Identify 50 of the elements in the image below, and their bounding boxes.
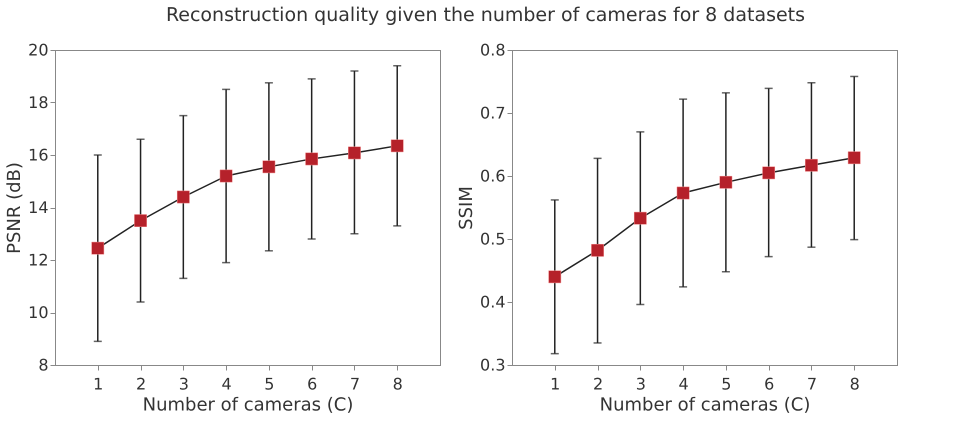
point: [305, 152, 318, 166]
y-tick-label: 0.6: [480, 166, 506, 186]
y-axis-title: PSNR (dB): [4, 162, 26, 254]
point: [676, 186, 690, 200]
point: [262, 160, 276, 174]
x-tick-label: 2: [592, 374, 604, 394]
y-tick-label: 8: [38, 356, 48, 374]
y-tick-label: 20: [28, 40, 48, 60]
point: [134, 214, 147, 227]
y-tick-label: 0.7: [480, 104, 506, 122]
x-axis-title: Number of cameras (C): [142, 394, 354, 416]
x-tick-label: 7: [806, 374, 818, 394]
y-tick-label: 16: [28, 146, 48, 164]
y-axis-title: SSIM: [456, 186, 478, 230]
x-axis-title: Number of cameras (C): [600, 394, 810, 416]
point: [720, 176, 732, 189]
y-tick-label: 0.5: [480, 230, 506, 248]
x-tick-label: 5: [721, 374, 732, 394]
point: [634, 212, 647, 225]
x-tick-label: 3: [636, 374, 646, 394]
y-tick-label: 14: [28, 198, 48, 217]
x-tick-label: 4: [222, 374, 232, 394]
x-tick-label: 7: [350, 374, 360, 394]
point: [220, 170, 232, 182]
y-tick-label: 10: [28, 303, 48, 322]
x-tick-label: 5: [264, 374, 274, 394]
point: [548, 270, 562, 284]
x-tick-label: 1: [93, 374, 104, 394]
y-tick-label: 0.3: [480, 356, 506, 374]
x-tick-label: 4: [678, 374, 689, 394]
y-tick-label: 12: [28, 250, 48, 270]
point: [591, 244, 604, 257]
point: [91, 242, 104, 255]
y-tick-label: 0.4: [480, 292, 506, 312]
x-tick-label: 2: [136, 374, 146, 394]
point: [848, 151, 861, 164]
point: [762, 166, 776, 180]
point: [176, 190, 190, 204]
y-tick-label: 0.8: [480, 40, 506, 60]
point: [348, 146, 361, 160]
text: Reconstruction quality given the number of cameras for 8 datasets: [164, 3, 806, 28]
x-tick-label: 8: [392, 374, 403, 394]
x-tick-label: 3: [178, 374, 189, 394]
y-tick-label: 18: [28, 93, 48, 112]
x-tick-label: 6: [307, 374, 318, 394]
point: [390, 139, 404, 152]
x-tick-label: 8: [850, 374, 860, 394]
point: [805, 158, 818, 172]
x-tick-label: 1: [550, 374, 560, 394]
x-tick-label: 6: [764, 374, 774, 394]
